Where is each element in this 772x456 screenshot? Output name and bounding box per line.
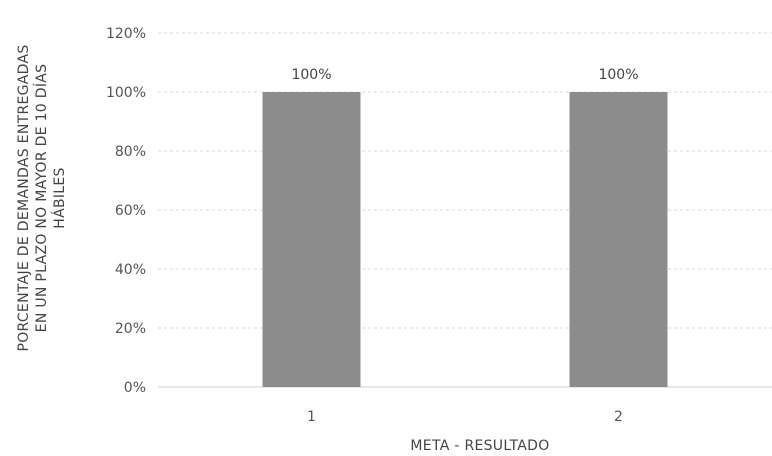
- data-label: 100%: [291, 67, 331, 83]
- gridlines: [158, 32, 772, 388]
- y-tick-label: 100%: [106, 85, 146, 101]
- bars: [262, 92, 668, 387]
- data-labels: 100% 100%: [291, 67, 638, 83]
- x-axis-title: META - RESULTADO: [410, 438, 549, 454]
- y-axis-title-line-2: EN UN PLAZO NO MAYOR DE 10 DÍAS: [33, 64, 50, 333]
- x-tick-label: 1: [307, 409, 316, 425]
- y-tick-label: 60%: [115, 203, 146, 219]
- y-tick-label: 120%: [106, 26, 146, 42]
- bar: [569, 92, 668, 387]
- data-label: 100%: [598, 67, 638, 83]
- y-axis-title: PORCENTAJE DE DEMANDAS ENTREGADAS EN UN …: [16, 44, 68, 351]
- x-tick-label: 2: [614, 409, 623, 425]
- y-tick-label: 20%: [115, 321, 146, 337]
- y-tick-label: 40%: [115, 262, 146, 278]
- y-axis-title-line-3: HÁBILES: [51, 167, 68, 228]
- y-tick-label: 0%: [124, 380, 146, 396]
- bar: [262, 92, 361, 387]
- y-axis-ticks: 0% 20% 40% 60% 80% 100% 120%: [106, 26, 146, 396]
- y-tick-label: 80%: [115, 144, 146, 160]
- y-axis-title-line-1: PORCENTAJE DE DEMANDAS ENTREGADAS: [16, 44, 32, 351]
